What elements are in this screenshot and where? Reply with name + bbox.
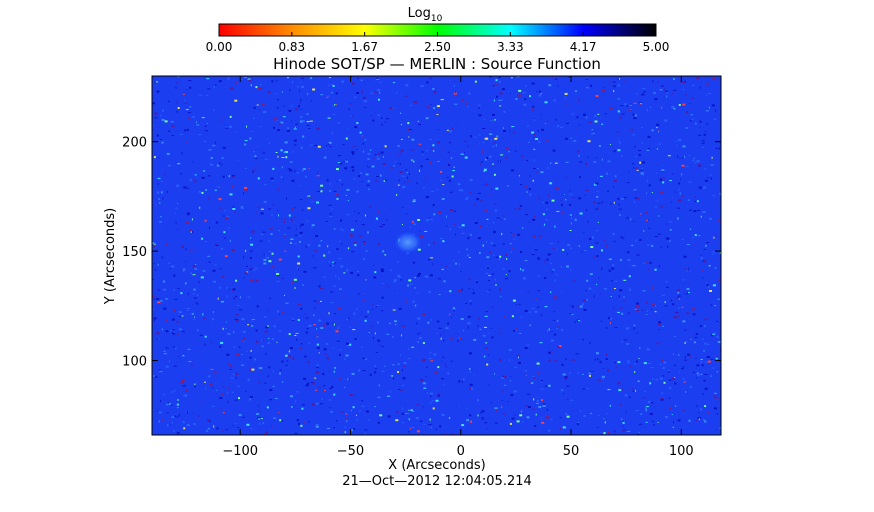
x-axis-label: X (Arcseconds) [388, 458, 485, 473]
plot-frame [151, 75, 722, 436]
colorbar-tick-label: 0.00 [206, 40, 233, 54]
colorbar-tick-label: 5.00 [643, 40, 670, 54]
colorbar-tick-label: 1.67 [351, 40, 378, 54]
colorbar-ticks: 0.00 0.83 1.67 2.50 3.33 4.17 5.00 [206, 32, 670, 54]
colorbar-tick-label: 4.17 [570, 40, 597, 54]
timestamp: 21—Oct—2012 12:04:05.214 [342, 474, 532, 489]
y-axis-label: Y (Arcseconds) [103, 208, 118, 305]
colorbar-label: Log10 [408, 6, 443, 24]
colorbar-tick-label: 2.50 [424, 40, 451, 54]
x-tick-label: −100 [222, 444, 258, 459]
y-tick-label: 200 [122, 136, 147, 151]
x-axis: −100 −50 0 50 100 [222, 76, 694, 459]
x-tick-label: 0 [457, 444, 465, 459]
y-axis: 100 150 200 [122, 136, 721, 370]
x-tick-label: 50 [563, 444, 580, 459]
heatmap-area [152, 76, 721, 435]
colorbar-tick-label: 3.33 [497, 40, 524, 54]
colorbar-tick-label: 0.83 [278, 40, 305, 54]
heatmap-speckles [152, 76, 721, 435]
x-tick-label: −50 [337, 444, 364, 459]
heatmap-bright-feature [393, 231, 422, 254]
heatmap-field [152, 76, 721, 435]
x-tick-label: 100 [669, 444, 694, 459]
y-tick-label: 100 [122, 355, 147, 370]
colorbar: Log10 0.00 0.83 1.67 2.50 3.33 4.17 5.00 [206, 6, 670, 54]
chart-title: Hinode SOT/SP — MERLIN : Source Function [273, 55, 601, 73]
y-tick-label: 150 [122, 245, 147, 260]
